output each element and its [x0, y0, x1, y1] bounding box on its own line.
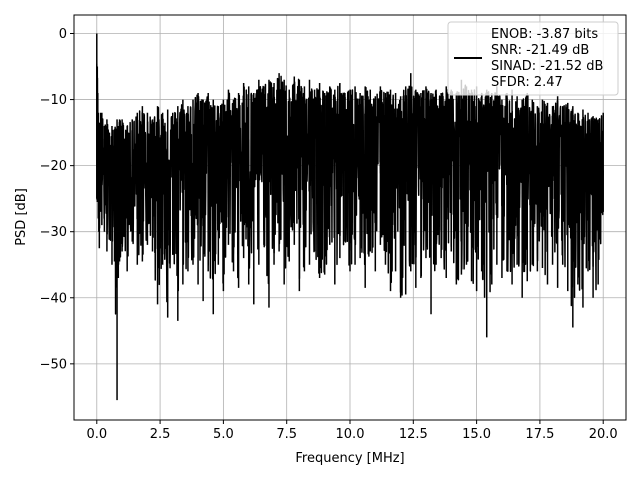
y-tick-label: −20	[40, 159, 67, 174]
legend-label-line: ENOB: -3.87 bits	[491, 27, 598, 42]
x-axis-label: Frequency [MHz]	[295, 451, 404, 466]
y-tick-label: −40	[40, 291, 67, 306]
x-tick-label: 17.5	[525, 427, 554, 442]
legend-label-line: SNR: -21.49 dB	[491, 43, 589, 58]
y-tick-label: −10	[40, 93, 67, 108]
x-tick-label: 2.5	[150, 427, 171, 442]
legend-label-line: SINAD: -21.52 dB	[491, 59, 603, 74]
x-tick-label: 0.0	[86, 427, 107, 442]
y-axis-ticks: 0 −10 −20 −30 −40 −50	[40, 27, 74, 372]
x-tick-label: 10.0	[336, 427, 365, 442]
legend-box	[447, 21, 619, 96]
x-tick-label: 5.0	[213, 427, 234, 442]
legend-label: ENOB: -3.87 bits SNR: -21.49 dB SINAD: -21…	[491, 27, 603, 90]
x-tick-label: 7.5	[276, 427, 297, 442]
x-tick-label: 20.0	[589, 427, 618, 442]
legend-label-line: SFDR: 2.47	[491, 75, 563, 90]
y-tick-label: −50	[40, 357, 67, 372]
y-tick-label: 0	[59, 27, 67, 42]
y-tick-label: −30	[40, 225, 67, 240]
x-axis-ticks: 0.0 2.5 5.0 7.5 10.0 12.5 15.0 17.5 20.0	[86, 420, 618, 442]
y-axis-label: PSD [dB]	[14, 188, 29, 246]
legend: ENOB: -3.87 bits SNR: -21.49 dB SINAD: -21…	[447, 21, 619, 96]
psd-trace	[96, 33, 604, 401]
psd-line-extremes	[96, 33, 604, 401]
x-tick-label: 15.0	[462, 427, 491, 442]
x-tick-label: 12.5	[399, 427, 428, 442]
